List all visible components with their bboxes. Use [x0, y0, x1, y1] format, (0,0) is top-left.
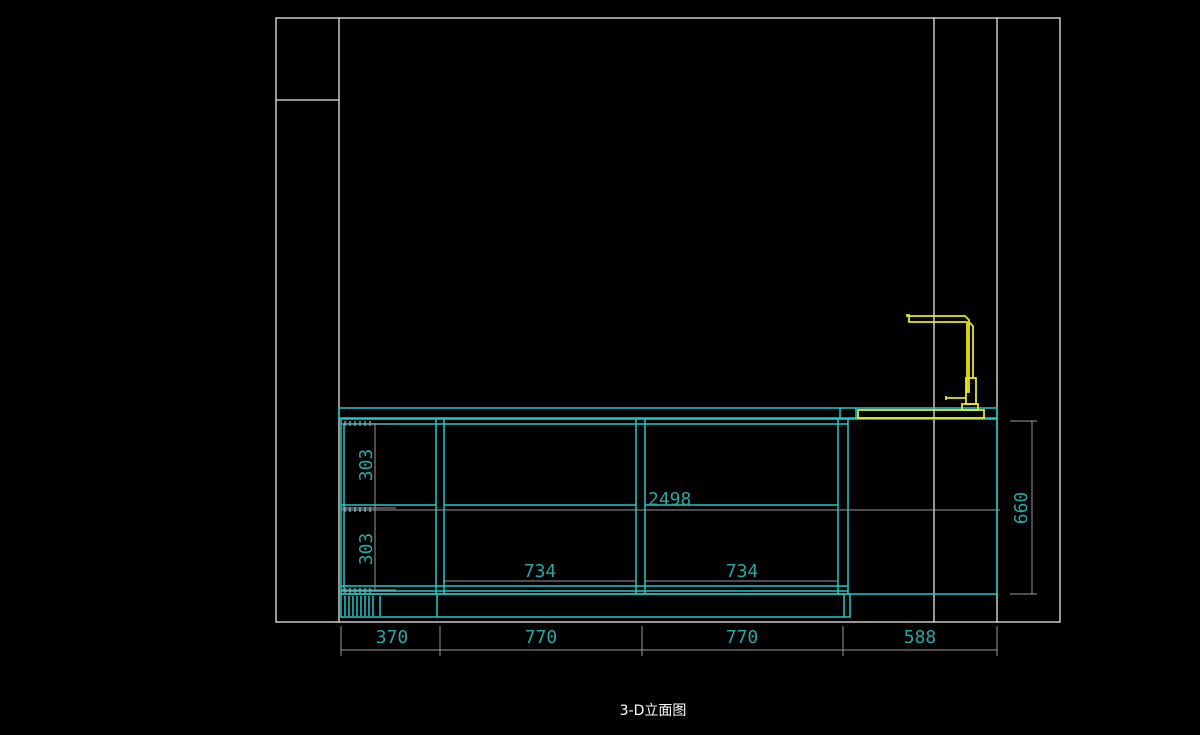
base-cabinet — [340, 418, 998, 618]
dim-left-upper: 303 — [356, 449, 377, 482]
drawing-title: 3-D立面图 — [620, 703, 687, 719]
dim-inner-1: 734 — [524, 561, 557, 582]
sink-and-faucet — [857, 314, 985, 419]
dimension-lines — [340, 420, 1037, 656]
dim-right-height: 660 — [1011, 492, 1032, 525]
dim-inner-2: 734 — [726, 561, 759, 582]
dimension-labels: 370 770 770 588 303 303 2498 734 734 660 — [356, 449, 1032, 648]
dim-bottom-4: 588 — [904, 627, 937, 648]
wall-outline — [275, 17, 1061, 623]
dim-bottom-3: 770 — [726, 627, 759, 648]
dim-overall-width: 2498 — [648, 489, 691, 510]
countertop — [338, 407, 998, 419]
dim-left-lower: 303 — [356, 533, 377, 566]
dim-bottom-1: 370 — [376, 627, 409, 648]
dim-bottom-2: 770 — [525, 627, 558, 648]
